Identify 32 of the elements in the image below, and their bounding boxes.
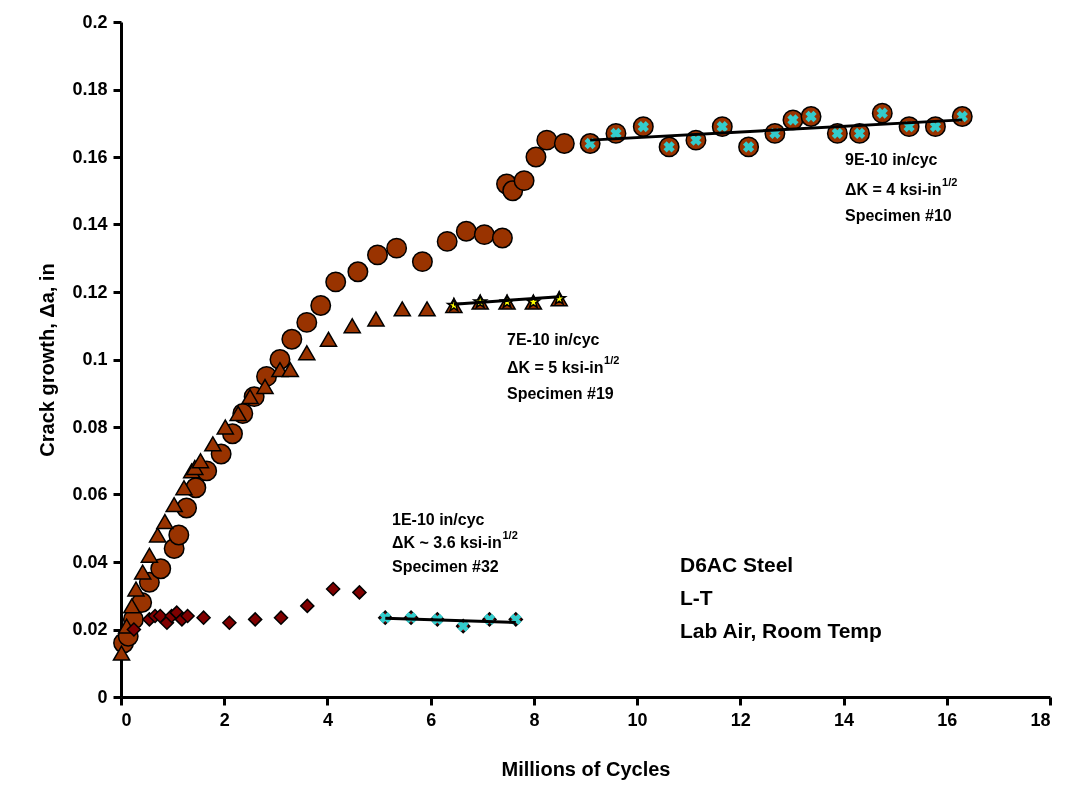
x-tick-label: 16 [937, 709, 958, 730]
x-tick-label: 0 [121, 709, 132, 730]
annotation: Specimen #10 [845, 207, 952, 224]
annotation: 1E-10 in/cyc [392, 511, 485, 528]
y-tick-label: 0.1 [82, 349, 108, 369]
annotation: Lab Air, Room Temp [680, 619, 882, 642]
y-tick-label: 0.2 [82, 11, 108, 32]
y-tick-label: 0.02 [72, 619, 108, 639]
y-tick-label: 0 [97, 686, 108, 707]
y-tick-label: 0.04 [72, 551, 108, 572]
x-tick-label: 2 [219, 709, 230, 730]
y-tick-label: 0.06 [72, 484, 108, 504]
y-tick-label: 0.18 [72, 79, 108, 99]
annotation: D6AC Steel [680, 553, 794, 576]
y-tick-label: 0.08 [72, 416, 108, 437]
x-tick-label: 6 [426, 709, 437, 730]
x-tick-label: 12 [730, 709, 751, 730]
annotation: 7E-10 in/cyc [507, 331, 600, 348]
x-tick-label: 14 [834, 709, 855, 730]
annotation: L-T [680, 586, 713, 609]
y-tick-label: 0.12 [72, 281, 108, 302]
y-tick-label: 0.16 [72, 146, 108, 167]
x-tick-label: 8 [529, 709, 540, 730]
annotation: Specimen #32 [392, 558, 499, 575]
annotation: 9E-10 in/cyc [845, 151, 938, 168]
annotation: Specimen #19 [507, 385, 614, 402]
x-tick-label: 4 [322, 709, 333, 730]
x-axis-title: Millions of Cycles [501, 757, 671, 780]
x-tick-label: 18 [1030, 709, 1051, 730]
x-tick-label: 10 [627, 709, 648, 730]
y-axis-title: Crack growth, Δa, in [36, 263, 59, 457]
y-tick-label: 0.14 [72, 214, 108, 234]
